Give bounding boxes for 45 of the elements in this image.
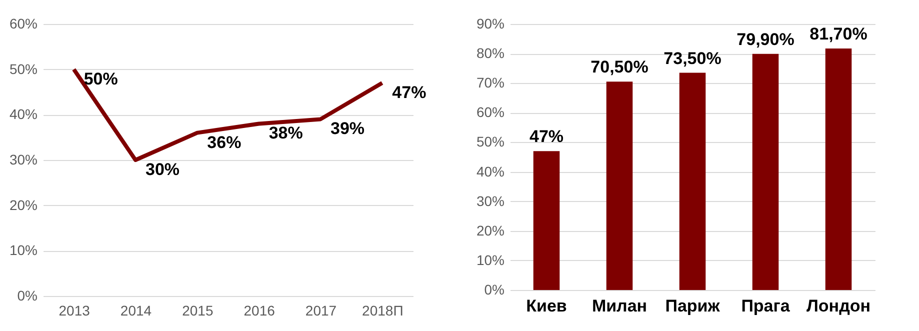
data-label: 38% <box>268 124 303 143</box>
x-tick-label: 2016 <box>244 302 276 318</box>
y-tick-label: 40% <box>476 163 504 180</box>
y-tick-label: 40% <box>9 106 38 122</box>
x-tick-label: 2014 <box>120 302 152 318</box>
x-tick-label: 2018П <box>362 302 404 318</box>
data-label: 79,90% <box>736 30 794 49</box>
y-tick-label: 80% <box>476 45 504 62</box>
y-tick-label: 60% <box>9 16 38 32</box>
y-tick-label: 90% <box>476 16 504 32</box>
y-tick-label: 30% <box>9 152 38 168</box>
y-tick-label: 70% <box>476 74 504 91</box>
x-tick-label: Милан <box>592 296 648 316</box>
bar <box>679 72 706 290</box>
data-label: 47% <box>392 82 426 102</box>
y-tick-label: 10% <box>476 252 504 268</box>
data-label: 47% <box>529 127 564 146</box>
data-label: 30% <box>146 160 180 179</box>
x-tick-label: 2013 <box>58 302 90 318</box>
y-tick-label: 0% <box>484 282 504 298</box>
bar <box>752 54 779 290</box>
x-tick-label: 2015 <box>182 302 214 318</box>
data-label: 36% <box>207 132 242 152</box>
data-label: 81,70% <box>810 24 868 44</box>
data-label: 73,50% <box>664 48 722 68</box>
line-series <box>72 67 384 162</box>
bar <box>825 48 852 290</box>
x-tick-label: Киев <box>526 296 567 316</box>
x-tick-label: 2017 <box>305 302 337 318</box>
data-label: 39% <box>330 119 365 138</box>
y-tick-label: 50% <box>9 60 38 77</box>
y-tick-label: 60% <box>476 104 504 120</box>
x-tick-label: Прага <box>741 296 790 316</box>
y-tick-label: 10% <box>9 242 38 258</box>
data-label: 70,50% <box>590 58 648 77</box>
y-tick-label: 0% <box>17 288 38 304</box>
bar <box>533 151 560 290</box>
x-tick-label: Париж <box>665 296 721 316</box>
data-label: 50% <box>84 69 118 88</box>
y-tick-label: 20% <box>476 222 504 238</box>
y-tick-label: 20% <box>9 196 38 213</box>
x-tick-label: Лондон <box>806 296 871 316</box>
y-tick-label: 50% <box>476 134 504 150</box>
bar <box>606 82 633 290</box>
y-tick-label: 30% <box>476 192 504 209</box>
